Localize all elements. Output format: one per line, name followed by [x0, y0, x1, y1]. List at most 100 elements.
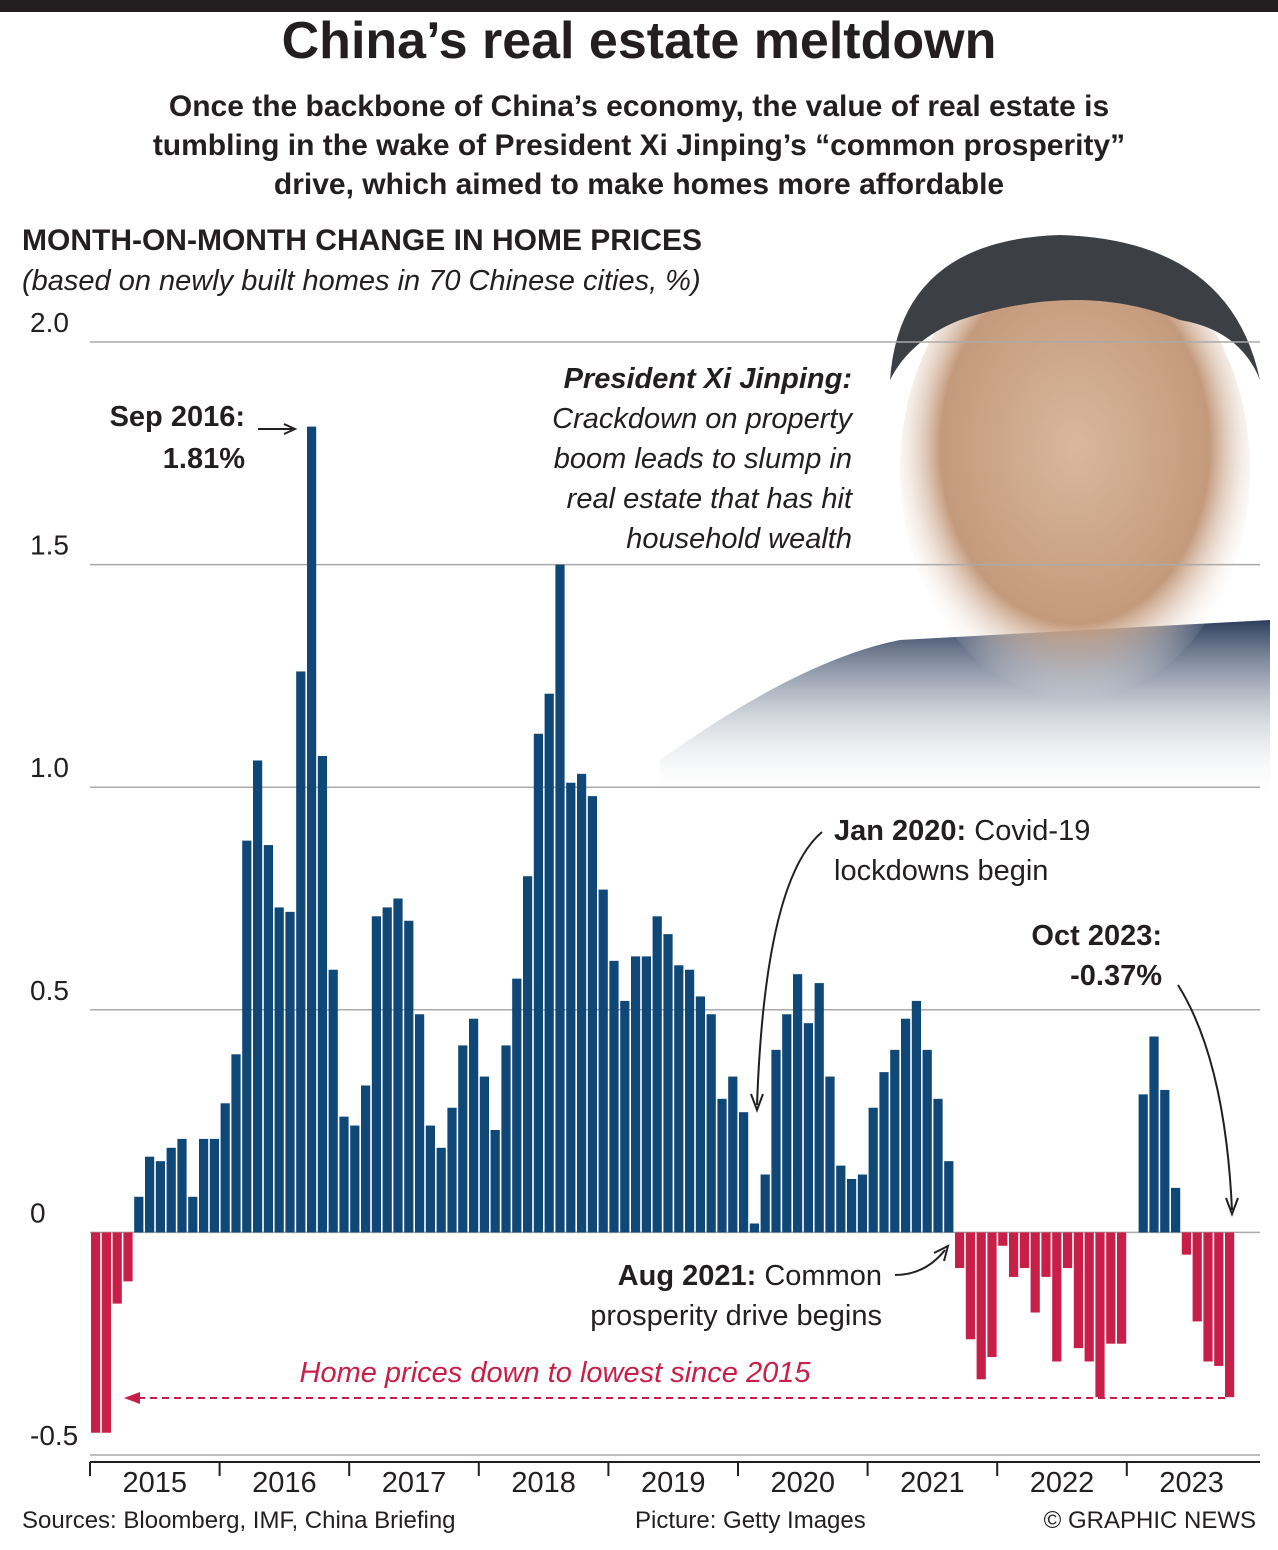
bar	[145, 1156, 155, 1233]
subtitle: Once the backbone of China’s economy, th…	[169, 90, 1109, 123]
bar	[901, 1018, 911, 1233]
bar	[1084, 1232, 1094, 1362]
annotation-text: Jan 2020: Covid-19	[834, 815, 1090, 847]
bar	[393, 898, 403, 1233]
bar	[760, 1174, 770, 1233]
bar	[155, 1161, 165, 1233]
x-tick-label: 2021	[900, 1467, 965, 1499]
bar	[674, 965, 684, 1233]
bar	[987, 1232, 997, 1358]
x-tick-label: 2018	[511, 1467, 576, 1499]
annotation-text: lockdowns begin	[834, 855, 1048, 887]
annotation-text: President Xi Jinping:	[564, 363, 852, 395]
bar	[1063, 1232, 1073, 1269]
bar	[436, 1147, 446, 1233]
bar	[199, 1138, 209, 1233]
bar	[274, 907, 284, 1233]
bar	[371, 916, 381, 1233]
bar	[285, 911, 295, 1233]
bar	[825, 1076, 835, 1233]
bar	[533, 733, 543, 1233]
bar	[728, 1076, 738, 1233]
annotation-text: Home prices down to lowest since 2015	[300, 1357, 812, 1389]
bar	[587, 796, 597, 1233]
bar	[793, 974, 803, 1233]
x-tick-label: 2023	[1159, 1467, 1224, 1499]
bar	[944, 1161, 954, 1233]
bar	[101, 1232, 111, 1433]
bar	[706, 1014, 716, 1233]
x-tick-label: 2019	[641, 1467, 706, 1499]
bar	[317, 756, 327, 1233]
bar	[1192, 1232, 1202, 1322]
annotation: Sep 2016: 1.81% President Xi Jinping: Cr…	[110, 363, 1239, 1404]
bar	[695, 996, 705, 1233]
bar	[123, 1232, 133, 1282]
y-tick-label: 0.5	[30, 975, 69, 1006]
bar	[911, 1000, 921, 1233]
annotation-text: boom leads to slump in	[554, 443, 852, 475]
bar	[469, 1018, 479, 1233]
bar	[847, 1178, 857, 1233]
bar	[890, 1049, 900, 1233]
bar	[447, 1107, 457, 1233]
axis-subtitle: (based on newly built homes in 70 Chines…	[22, 265, 701, 297]
credit: © GRAPHIC NEWS	[1044, 1507, 1256, 1534]
annotation-text: -0.37%	[1070, 960, 1162, 992]
bar	[458, 1045, 468, 1233]
bar	[231, 1054, 241, 1233]
annotation-text: Aug 2021: Common	[618, 1260, 882, 1292]
bar	[166, 1147, 176, 1233]
bar	[771, 1049, 781, 1233]
x-tick-label: 2016	[252, 1467, 317, 1499]
bar	[512, 978, 522, 1233]
annotation-text: household wealth	[626, 523, 852, 555]
title: China’s real estate meltdown	[282, 12, 997, 70]
annotation-text: Sep 2016:	[110, 401, 245, 433]
bar	[641, 956, 651, 1233]
bar	[350, 1125, 360, 1233]
bar	[717, 1098, 727, 1233]
bar	[814, 983, 824, 1233]
bar	[328, 969, 338, 1233]
photo	[660, 235, 1270, 800]
bar	[1117, 1232, 1127, 1344]
annotation-text: prosperity drive begins	[590, 1300, 882, 1332]
bar	[1214, 1232, 1224, 1366]
bar	[739, 1112, 749, 1233]
bar	[220, 1103, 230, 1233]
bar	[339, 1116, 349, 1233]
bar	[544, 693, 554, 1233]
bar	[933, 1098, 943, 1233]
picture-credit: Picture: Getty Images	[635, 1507, 866, 1534]
annotation-text: Crackdown on property	[552, 403, 853, 435]
bar	[479, 1076, 489, 1233]
bar	[296, 671, 306, 1233]
bar	[1073, 1232, 1083, 1349]
axis-title: MONTH-ON-MONTH CHANGE IN HOME PRICES	[22, 224, 702, 257]
bar	[955, 1232, 965, 1269]
bar	[652, 916, 662, 1233]
bar	[922, 1049, 932, 1233]
bar	[1171, 1187, 1181, 1233]
bar	[263, 845, 273, 1233]
bar	[242, 840, 252, 1233]
bar	[803, 1023, 813, 1233]
y-tick-label: 1.0	[30, 752, 69, 783]
bar	[749, 1223, 759, 1233]
y-tick-label: -0.5	[30, 1420, 78, 1451]
bar	[112, 1232, 122, 1304]
bar	[361, 1085, 371, 1233]
annotation-text: real estate that has hit	[567, 483, 854, 515]
x-tick-label: 2015	[123, 1467, 188, 1499]
bar	[1009, 1232, 1019, 1277]
y-tick-label: 2.0	[30, 307, 69, 338]
bar	[307, 426, 317, 1233]
bar	[685, 969, 695, 1233]
x-tick-label: 2020	[771, 1467, 836, 1499]
bar	[1095, 1232, 1105, 1398]
bar	[1149, 1036, 1159, 1233]
bar	[1181, 1232, 1191, 1255]
bar	[177, 1138, 187, 1233]
